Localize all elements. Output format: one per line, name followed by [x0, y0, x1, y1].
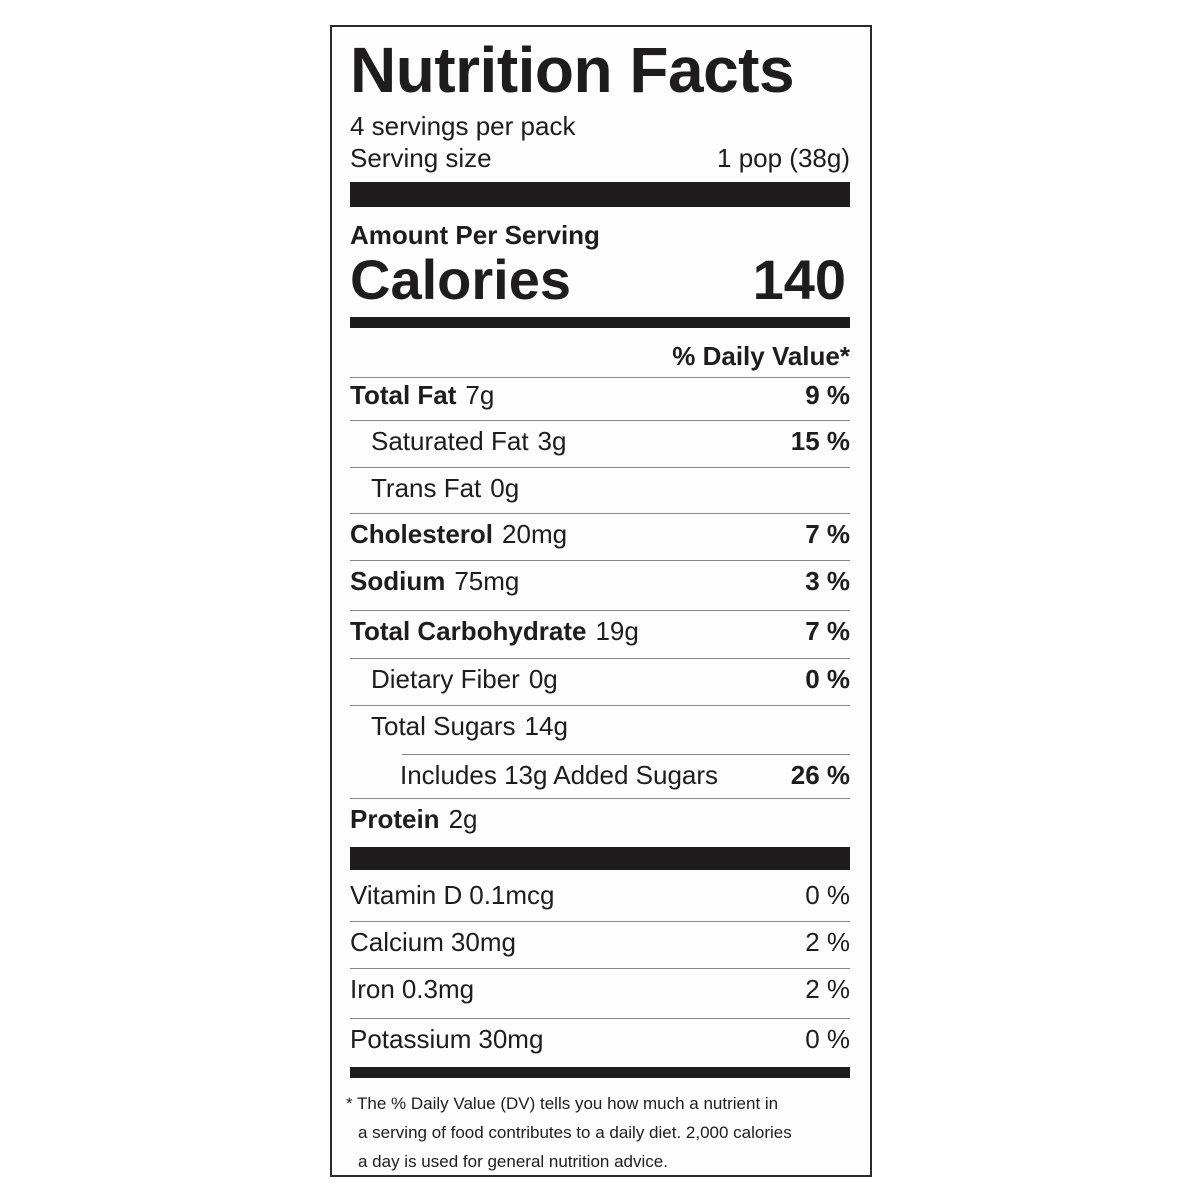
vitamin-name: Potassium — [350, 1024, 472, 1054]
servings-per-container: 4 servings per pack — [350, 111, 576, 141]
nutrient-label: Dietary Fiber 0g — [350, 664, 558, 695]
vitamin-amount: 0.3mg — [401, 974, 475, 1004]
vitamin-row: Calcium 30mg 2 % — [350, 927, 850, 958]
nutrient-label: Cholesterol 20mg — [350, 519, 567, 550]
nutrient-name: Total Fat — [350, 380, 457, 410]
nutrient-label: Total Carbohydrate 19g — [350, 616, 639, 647]
thick-divider — [350, 847, 850, 870]
nutrient-row: Total Sugars 14g — [350, 711, 850, 742]
nutrient-label: Sodium 75mg — [350, 566, 519, 597]
vitamin-row: Vitamin D 0.1mcg 0 % — [350, 880, 850, 911]
vitamin-label: Potassium 30mg — [350, 1024, 543, 1055]
label-title: Nutrition Facts — [350, 34, 795, 106]
vitamin-name: Vitamin D — [350, 880, 463, 910]
nutrient-name: Sodium — [350, 566, 446, 596]
vitamin-row: Iron 0.3mg 2 % — [350, 974, 850, 1005]
nutrient-label: Total Sugars 14g — [350, 711, 568, 742]
nutrient-daily-value: 9 % — [805, 380, 850, 410]
nutrient-row: Saturated Fat 3g 15 % — [350, 426, 850, 457]
nutrient-amount: 14g — [524, 711, 568, 741]
footnote-line: * The % Daily Value (DV) tells you how m… — [346, 1094, 779, 1113]
nutrient-name: Dietary Fiber — [371, 664, 520, 694]
divider — [350, 921, 850, 922]
nutrient-name: Protein — [350, 804, 440, 834]
divider — [350, 560, 850, 561]
footnote-line: a day is used for general nutrition advi… — [358, 1152, 668, 1171]
nutrient-amount: 7g — [465, 380, 495, 410]
daily-value-header: % Daily Value* — [672, 341, 850, 371]
nutrition-facts-label: Nutrition Facts 4 servings per pack Serv… — [330, 25, 872, 1177]
footnote: * The % Daily Value (DV) tells you how m… — [346, 1089, 850, 1176]
serving-size-value: 1 pop (38g) — [717, 143, 850, 173]
nutrient-row: Total Carbohydrate 19g 7 % — [350, 616, 850, 647]
nutrient-amount: 2g — [448, 804, 478, 834]
vitamin-amount: 30mg — [478, 1024, 544, 1054]
nutrient-row: Includes 13g Added Sugars 26 % — [350, 760, 850, 791]
vitamin-name: Iron — [350, 974, 395, 1004]
vitamin-label: Vitamin D 0.1mcg — [350, 880, 555, 911]
calories-row: Calories 140 — [350, 247, 850, 312]
nutrient-amount: 0g — [490, 473, 520, 503]
nutrient-name: Trans Fat — [371, 473, 482, 503]
nutrient-name: Includes 13g Added Sugars — [400, 760, 719, 790]
nutrient-daily-value: 3 % — [805, 566, 850, 596]
nutrient-label: Saturated Fat 3g — [350, 426, 566, 457]
amount-per-serving: Amount Per Serving — [350, 220, 600, 250]
nutrient-name: Total Carbohydrate — [350, 616, 587, 646]
vitamin-amount: 30mg — [450, 927, 516, 957]
vitamin-label: Iron 0.3mg — [350, 974, 474, 1005]
divider — [350, 467, 850, 468]
divider — [350, 610, 850, 611]
nutrient-name: Total Sugars — [371, 711, 516, 741]
nutrient-daily-value: 7 % — [805, 519, 850, 549]
nutrient-amount: 3g — [537, 426, 567, 456]
divider — [350, 513, 850, 514]
nutrient-label: Includes 13g Added Sugars — [350, 760, 727, 791]
nutrient-row: Total Fat 7g 9 % — [350, 380, 850, 411]
vitamin-daily-value: 0 % — [805, 880, 850, 910]
calories-label: Calories — [350, 248, 571, 311]
divider — [350, 968, 850, 969]
divider — [350, 420, 850, 421]
vitamin-row: Potassium 30mg 0 % — [350, 1024, 850, 1055]
vitamin-amount: 0.1mcg — [469, 880, 555, 910]
vitamin-daily-value: 0 % — [805, 1024, 850, 1054]
nutrient-row: Trans Fat 0g — [350, 473, 850, 504]
medium-divider — [350, 317, 850, 328]
divider — [350, 1018, 850, 1019]
divider — [350, 798, 850, 799]
serving-size-label: Serving size — [350, 143, 492, 173]
thick-divider — [350, 182, 850, 207]
medium-divider — [350, 1067, 850, 1078]
vitamin-daily-value: 2 % — [805, 927, 850, 957]
divider — [350, 705, 850, 706]
nutrient-daily-value: 26 % — [790, 760, 850, 790]
nutrient-row: Sodium 75mg 3 % — [350, 566, 850, 597]
nutrient-label: Protein 2g — [350, 804, 478, 835]
nutrient-amount: 20mg — [502, 519, 568, 549]
vitamin-daily-value: 2 % — [805, 974, 850, 1004]
nutrient-amount: 0g — [528, 664, 558, 694]
divider — [350, 658, 850, 659]
nutrient-amount: 75mg — [454, 566, 520, 596]
nutrient-daily-value: 15 % — [790, 426, 850, 456]
nutrient-row: Cholesterol 20mg 7 % — [350, 519, 850, 550]
serving-size-row: Serving size 1 pop (38g) — [350, 143, 850, 174]
divider — [350, 377, 850, 378]
nutrient-name: Cholesterol — [350, 519, 494, 549]
nutrient-amount: 19g — [595, 616, 639, 646]
nutrient-daily-value: 7 % — [805, 616, 850, 646]
footnote-line: a serving of food contributes to a daily… — [358, 1123, 792, 1142]
divider — [402, 754, 850, 755]
nutrient-daily-value: 0 % — [805, 664, 850, 694]
nutrient-label: Total Fat 7g — [350, 380, 494, 411]
nutrient-label: Trans Fat 0g — [350, 473, 519, 504]
vitamin-label: Calcium 30mg — [350, 927, 516, 958]
vitamin-name: Calcium — [350, 927, 444, 957]
calories-value: 140 — [752, 248, 846, 311]
nutrient-row: Dietary Fiber 0g 0 % — [350, 664, 850, 695]
nutrient-row: Protein 2g — [350, 804, 850, 835]
nutrient-name: Saturated Fat — [371, 426, 529, 456]
